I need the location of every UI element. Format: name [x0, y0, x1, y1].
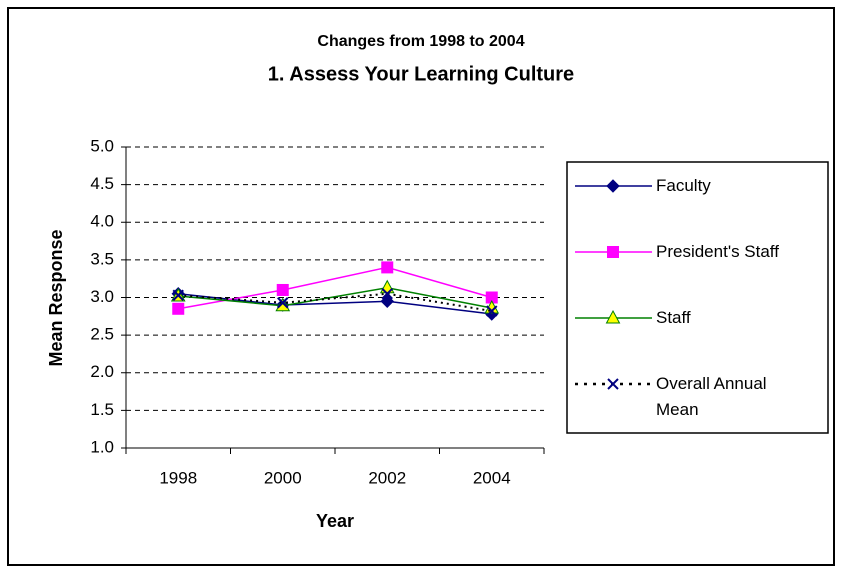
y-tick-label: 3.0 [90, 287, 114, 306]
chart-title: Changes from 1998 to 2004 [317, 33, 524, 50]
marker [380, 294, 394, 308]
y-tick-label: 1.5 [90, 400, 114, 419]
legend-entry: Staff [656, 308, 691, 327]
marker [172, 302, 185, 315]
y-tick-label: 4.5 [90, 174, 114, 193]
marker [276, 283, 289, 296]
legend-entry: President's Staff [656, 242, 779, 261]
legend-label: Overall Annual Mean [656, 374, 767, 419]
x-tick-label: 2004 [473, 468, 511, 487]
y-tick-label: 1.0 [90, 437, 114, 456]
marker [607, 378, 619, 390]
y-tick-label: 3.5 [90, 249, 114, 268]
y-tick-label: 4.0 [90, 212, 114, 231]
legend-label: President's Staff [656, 242, 779, 261]
series-line [178, 286, 492, 309]
series-line [178, 266, 492, 310]
x-tick-label: 1998 [159, 468, 197, 487]
y-axis-label: Mean Response [46, 229, 66, 366]
chart-subtitle: 1. Assess Your Learning Culture [268, 63, 574, 85]
y-tick-label: 2.0 [90, 362, 114, 381]
marker [606, 179, 620, 193]
marker [605, 309, 621, 324]
marker [172, 289, 184, 301]
y-tick-label: 2.5 [90, 325, 114, 344]
marker [277, 297, 289, 309]
y-tick-label: 5.0 [90, 136, 114, 155]
marker [607, 246, 619, 258]
marker [486, 305, 498, 317]
series-line [178, 292, 492, 313]
legend-label: Staff [656, 308, 691, 327]
x-axis-label: Year [316, 511, 354, 531]
legend-entry: Faculty [656, 176, 711, 195]
marker [381, 288, 393, 300]
x-tick-label: 2002 [368, 468, 406, 487]
x-tick-label: 2000 [264, 468, 302, 487]
legend-entry: Overall Annual Mean [656, 374, 767, 419]
legend-label: Faculty [656, 176, 711, 195]
marker [381, 261, 394, 274]
